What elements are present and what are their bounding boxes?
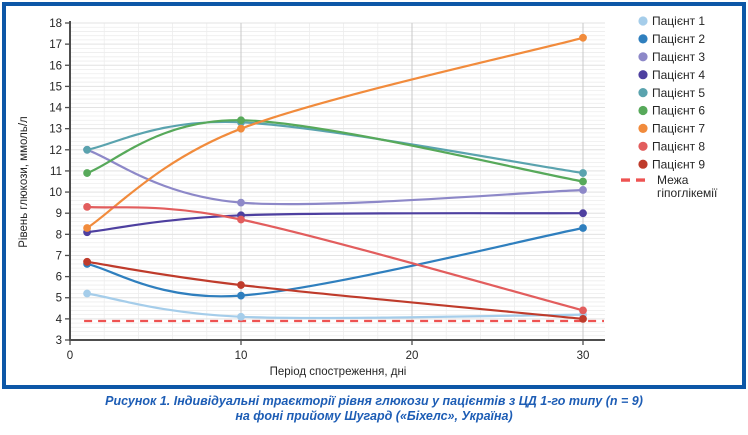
data-point-patient-1 (83, 289, 91, 298)
data-point-patient-7 (83, 224, 91, 232)
figure-caption: Рисунок 1. Індивідуальні траєкторії рівн… (0, 394, 748, 424)
legend: Пацієнт 1 Пацієнт 2 Пацієнт 3 Пацієнт 4 Паці… (621, 14, 718, 200)
data-point-patient-3 (579, 186, 587, 194)
data-point-patient-2 (237, 291, 245, 300)
y-tick-label-13: 13 (49, 124, 62, 136)
x-tick-label-30: 30 (577, 350, 590, 362)
data-point-patient-7 (579, 33, 587, 42)
data-point-patient-7 (237, 124, 245, 133)
legend-label-patient-5: Пацієнт 5 (652, 86, 705, 100)
series-line-patient-8 (86, 205, 585, 312)
data-point-patient-9 (237, 281, 245, 289)
tick-labels: 3 4 5 6 7 8 9 10 11 12 13 14 15 16 17 18 0 10 20 30 (49, 18, 589, 362)
y-tick-label-7: 7 (56, 250, 62, 262)
data-point-patient-9 (83, 257, 91, 266)
legend-swatch-patient-7 (638, 123, 648, 133)
legend-swatch-patient-5 (638, 88, 648, 98)
legend-label-patient-9: Пацієнт 9 (652, 157, 705, 171)
y-tick-label-12: 12 (49, 145, 62, 157)
legend-label-patient-2: Пацієнт 2 (652, 32, 705, 46)
series-patient-8 (83, 202, 587, 315)
y-tick-label-8: 8 (56, 229, 62, 241)
x-tick-label-20: 20 (406, 350, 419, 362)
series-patient-7 (83, 33, 587, 232)
series-line-patient-7 (86, 36, 585, 230)
data-point-patient-6 (83, 169, 91, 177)
chart-frame-border (2, 2, 746, 389)
chart-built-layers: 3 4 5 6 7 8 9 10 11 12 13 14 15 16 17 18 0 10 20 30 Пацієнт … (2, 2, 746, 389)
y-tick-label-17: 17 (49, 39, 62, 51)
legend-swatch-patient-2 (638, 34, 648, 44)
legend-label-patient-8: Пацієнт 8 (652, 140, 705, 154)
y-tick-label-15: 15 (49, 81, 62, 93)
figure-caption-line1: Рисунок 1. Індивідуальні траєкторії рівн… (105, 394, 643, 408)
data-point-patient-6 (237, 116, 245, 125)
legend-label-hypoglycemia-line1: Межа (657, 173, 689, 187)
data-point-patient-4 (579, 209, 587, 218)
y-tick-label-5: 5 (56, 293, 62, 305)
legend-swatch-patient-6 (638, 105, 648, 116)
series-line-patient-3 (86, 148, 585, 206)
y-tick-label-10: 10 (49, 187, 62, 199)
legend-swatch-patient-8 (638, 141, 648, 151)
x-tick-label-0: 0 (67, 350, 73, 362)
y-tick-label-9: 9 (56, 208, 62, 220)
legend-label-patient-3: Пацієнт 3 (652, 50, 705, 64)
series-line-patient-9 (86, 260, 585, 320)
legend-swatch-patient-3 (638, 52, 648, 62)
y-tick-label-4: 4 (56, 314, 63, 326)
series-line-patient-5 (86, 120, 585, 175)
y-tick-label-16: 16 (49, 60, 62, 72)
y-tick-label-3: 3 (56, 335, 62, 347)
data-point-patient-5 (83, 145, 91, 154)
data-point-patient-5 (579, 169, 587, 177)
legend-label-hypoglycemia-line2: гіпоглікемії (657, 186, 718, 200)
tick-marks (65, 22, 584, 345)
figure-caption-line2: на фоні прийому Шугард («Біхелс», Україн… (235, 409, 513, 423)
x-axis-label: Період спостреження, дні (270, 366, 407, 378)
series-patient-9 (83, 257, 587, 323)
series-line-patient-2 (86, 226, 585, 298)
data-point-patient-2 (579, 224, 587, 232)
glucose-trajectories-chart: 3 4 5 6 7 8 9 10 11 12 13 14 15 16 17 18 0 10 20 30 Пацієнт … (2, 2, 746, 389)
y-tick-label-18: 18 (49, 18, 62, 30)
series-line-patient-4 (86, 212, 585, 234)
legend-label-patient-1: Пацієнт 1 (652, 14, 705, 28)
data-point-patient-3 (237, 198, 245, 207)
data-point-patient-1 (237, 312, 245, 321)
y-tick-label-6: 6 (56, 272, 62, 284)
data-point-patient-6 (579, 177, 587, 186)
legend-swatch-patient-9 (638, 159, 648, 169)
data-point-patient-8 (579, 306, 587, 315)
y-tick-label-14: 14 (49, 103, 62, 115)
y-axis-label: Рівень глюкози, ммоль/л (18, 116, 30, 248)
x-tick-label-10: 10 (235, 350, 248, 362)
legend-label-patient-6: Пацієнт 6 (652, 104, 705, 118)
series-line-patient-1 (86, 292, 585, 320)
y-tick-label-11: 11 (50, 166, 62, 178)
legend-label-patient-4: Пацієнт 4 (652, 68, 705, 82)
data-point-patient-9 (579, 314, 587, 323)
data-point-patient-8 (83, 202, 91, 211)
legend-label-patient-7: Пацієнт 7 (652, 122, 705, 136)
legend-swatch-patient-1 (638, 16, 648, 26)
data-point-patient-8 (237, 215, 245, 224)
legend-swatch-patient-4 (638, 70, 648, 80)
axes (69, 21, 605, 341)
